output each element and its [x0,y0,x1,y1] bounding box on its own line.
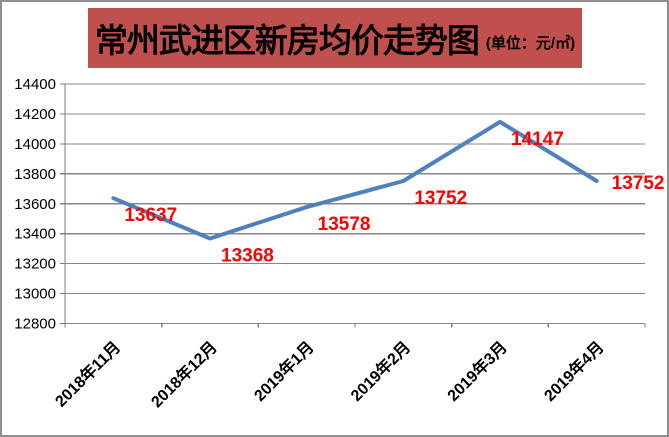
y-tick-label: 13800 [14,166,56,183]
chart-title: 常州武进区新房均价走势图 [94,22,480,59]
data-label: 13368 [221,245,274,266]
data-label: 14147 [511,129,564,150]
data-label: 13637 [124,205,177,226]
chart-unit-label: (单位：元/㎡) [485,34,576,52]
price-line [111,119,599,241]
y-tick-label: 13200 [14,256,56,273]
y-tick-label: 13600 [14,196,56,213]
y-tick-label: 14000 [14,136,56,153]
data-label: 13752 [612,173,665,194]
y-tick-label: 14400 [14,76,56,93]
data-label: 13752 [414,188,467,209]
y-tick-label: 14200 [14,106,56,123]
x-axis-label: 2018年12月 [147,337,221,411]
x-axis-label: 2019年4月 [540,337,608,405]
y-tick-label: 13400 [14,226,56,243]
y-tick-label: 12800 [14,316,56,333]
x-axis-label: 2019年1月 [250,337,318,405]
x-axis-label: 2019年3月 [443,337,511,405]
chart-title-banner: 常州武进区新房均价走势图 (单位：元/㎡) [88,8,582,68]
x-axis-label: 2018年11月 [51,337,124,410]
y-tick-label: 13000 [14,286,56,303]
x-axis-label: 2019年2月 [347,337,415,405]
data-label: 13578 [318,214,371,235]
